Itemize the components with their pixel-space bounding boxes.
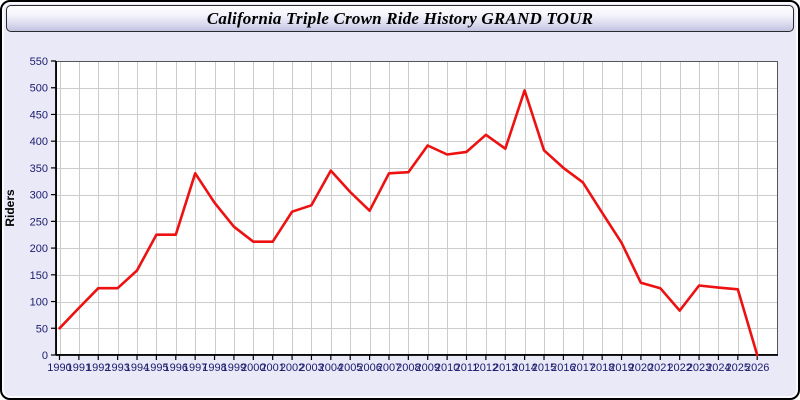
- y-tick-label: 450: [30, 109, 48, 121]
- series-line-riders: [58, 89, 759, 357]
- y-tick-label: 550: [30, 56, 48, 68]
- x-tick-label: 2002: [280, 362, 304, 374]
- title-banner: California Triple Crown Ride History GRA…: [6, 5, 794, 32]
- x-tick-label: 2000: [241, 362, 265, 374]
- x-tick-label: 2013: [493, 362, 517, 374]
- x-tick-label: 2012: [474, 362, 498, 374]
- x-tick-label: 1998: [202, 362, 226, 374]
- x-tick-label: 1990: [47, 362, 71, 374]
- x-tick-label: 2003: [299, 362, 323, 374]
- plot-background: [56, 61, 778, 355]
- x-tick-label: 2014: [512, 362, 536, 374]
- x-tick-label: 2008: [396, 362, 420, 374]
- x-tick-label: 2015: [532, 362, 556, 374]
- ride-history-line-chart: 0501001502002503003504004505005501990199…: [3, 56, 778, 374]
- y-tick-label: 0: [42, 350, 48, 362]
- x-tick-label: 2022: [667, 362, 691, 374]
- x-tick-label: 2009: [415, 362, 439, 374]
- plot-area: 0501001502002503003504004505005501990199…: [30, 56, 778, 374]
- grid-lines: [56, 61, 778, 355]
- x-tick-label: 1999: [222, 362, 246, 374]
- x-tick-label: 2023: [687, 362, 711, 374]
- y-tick-label: 200: [30, 243, 48, 255]
- x-tick-label: 2018: [590, 362, 614, 374]
- x-tick-label: 2016: [551, 362, 575, 374]
- x-tick-label: 2005: [338, 362, 362, 374]
- x-tick-label: 2025: [726, 362, 750, 374]
- y-tick-labels: 0 50 100 150 200 250 300 350 400 450 500 550: [30, 56, 56, 362]
- x-tick-label: 1997: [183, 362, 207, 374]
- y-tick-label: 400: [30, 136, 48, 148]
- y-tick-label: 500: [30, 83, 48, 95]
- y-tick-label: 250: [30, 216, 48, 228]
- x-tick-label: 2010: [435, 362, 459, 374]
- x-tick-label: 1995: [144, 362, 168, 374]
- y-tick-label: 100: [30, 297, 48, 309]
- y-tick-label: 150: [30, 270, 48, 282]
- x-tick-label: 2026: [745, 362, 769, 374]
- x-tick-label: 2020: [629, 362, 653, 374]
- x-tick-label: 1991: [67, 362, 91, 374]
- x-tick-label: 1994: [125, 362, 149, 374]
- y-tick-label: 300: [30, 190, 48, 202]
- x-tick-label: 2024: [706, 362, 730, 374]
- x-tick-label: 2001: [260, 362, 284, 374]
- y-axis-label: Riders: [3, 189, 17, 227]
- x-tick-label: 2017: [571, 362, 595, 374]
- chart-title: California Triple Crown Ride History GRA…: [206, 8, 594, 28]
- x-tick-label: 2021: [648, 362, 672, 374]
- y-tick-label: 50: [36, 323, 48, 335]
- x-tick-label: 2007: [377, 362, 401, 374]
- x-tick-labels: 1990199119921993199419951996199719981999…: [47, 355, 769, 374]
- x-tick-label: 1996: [164, 362, 188, 374]
- y-tick-label: 350: [30, 163, 48, 175]
- x-tick-label: 1992: [86, 362, 110, 374]
- x-tick-label: 2019: [609, 362, 633, 374]
- x-tick-label: 2006: [357, 362, 381, 374]
- x-tick-label: 2004: [319, 362, 343, 374]
- x-tick-label: 1993: [105, 362, 129, 374]
- x-tick-label: 2011: [455, 362, 479, 374]
